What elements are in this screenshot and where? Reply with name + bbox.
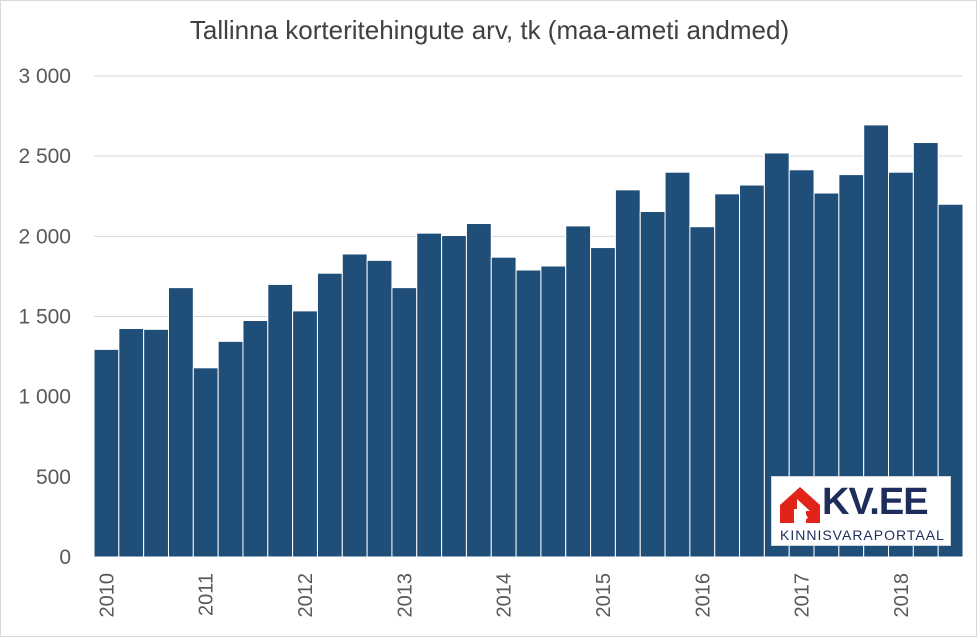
y-axis-ticks: 0 500 1 000 1 500 2 000 2 500 3 000 bbox=[18, 65, 71, 569]
y-tick-label: 2 000 bbox=[18, 225, 71, 248]
bar bbox=[341, 253, 368, 558]
bar bbox=[316, 272, 343, 558]
bar bbox=[242, 320, 269, 558]
x-tick-label: 2012 bbox=[295, 573, 317, 618]
bar bbox=[441, 235, 467, 558]
x-tick-label: 2018 bbox=[891, 573, 913, 618]
y-tick-label: 3 000 bbox=[18, 65, 71, 88]
x-tick-label: 2010 bbox=[96, 573, 118, 618]
bar bbox=[366, 259, 393, 558]
x-tick-label: 2015 bbox=[593, 573, 615, 618]
logo-wordmark: KV.EE bbox=[822, 481, 929, 523]
y-tick-label: 1 000 bbox=[18, 386, 71, 409]
bar bbox=[267, 283, 294, 558]
bar bbox=[590, 247, 616, 558]
chart-title: Tallinna korteritehingute arv, tk (maa-a… bbox=[189, 15, 790, 45]
bar bbox=[714, 193, 741, 558]
bar bbox=[739, 184, 765, 558]
x-tick-label: 2013 bbox=[394, 573, 416, 618]
bar bbox=[217, 340, 244, 558]
bar bbox=[565, 225, 592, 558]
bar bbox=[391, 287, 418, 558]
y-tick-label: 1 500 bbox=[18, 306, 71, 329]
x-tick-label: 2017 bbox=[792, 573, 814, 618]
x-tick-label: 2016 bbox=[692, 573, 714, 618]
bar bbox=[416, 232, 443, 558]
bar bbox=[143, 328, 169, 558]
bar bbox=[118, 328, 145, 558]
bar bbox=[664, 171, 691, 558]
bar bbox=[292, 310, 318, 558]
kv-ee-logo: KV.EE KINNISVARAPORTAAL bbox=[771, 476, 951, 546]
bar bbox=[515, 269, 542, 558]
x-tick-label: 2011 bbox=[196, 573, 218, 616]
y-tick-label: 2 500 bbox=[18, 145, 71, 168]
bar bbox=[490, 256, 517, 558]
y-tick-label: 500 bbox=[36, 466, 71, 489]
bar bbox=[639, 210, 666, 558]
bar bbox=[167, 287, 194, 558]
bar bbox=[614, 189, 641, 558]
house-icon bbox=[780, 487, 820, 523]
x-axis-ticks: 2010 2011 2012 2013 2014 2015 2016 2017 2018 bbox=[96, 573, 913, 618]
logo-subtext: KINNISVARAPORTAAL bbox=[780, 527, 945, 543]
y-tick-label: 0 bbox=[59, 546, 71, 569]
bar bbox=[540, 265, 567, 558]
bar bbox=[93, 348, 120, 558]
bar bbox=[465, 223, 492, 558]
x-tick-label: 2014 bbox=[494, 573, 516, 618]
bar bbox=[689, 226, 716, 558]
bar bbox=[192, 367, 219, 558]
